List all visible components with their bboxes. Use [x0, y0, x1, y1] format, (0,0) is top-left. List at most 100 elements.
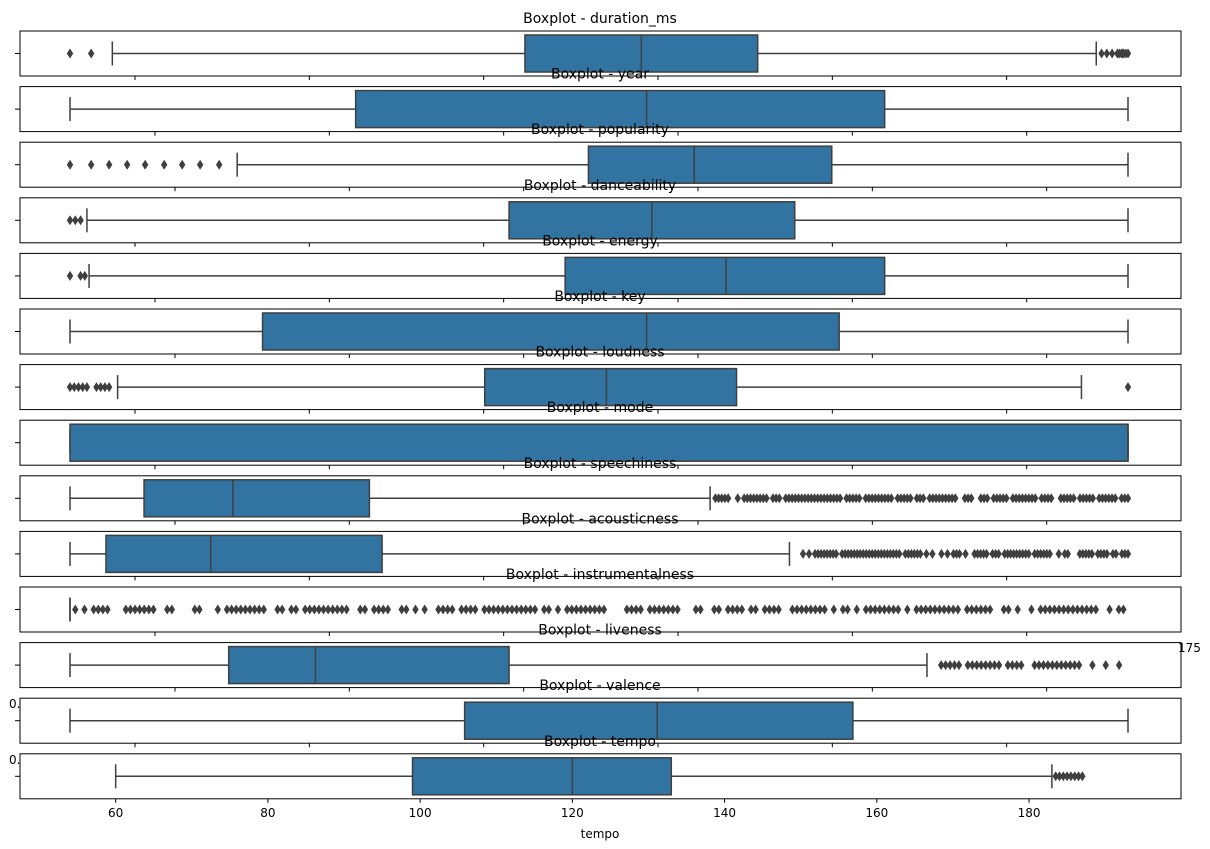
flier-point [734, 493, 741, 504]
flier-point [1071, 660, 1078, 671]
flier-point [844, 604, 851, 615]
flier-point [885, 604, 893, 615]
flier-point [1106, 604, 1113, 615]
flier-point [954, 604, 962, 615]
flier-point [1046, 604, 1054, 615]
flier-point [522, 604, 529, 615]
flier-point [946, 660, 954, 671]
flier-point [991, 660, 998, 671]
flier-point [1075, 771, 1082, 782]
flier-point [596, 604, 603, 615]
panel-title: Boxplot - energy [542, 233, 658, 249]
flier-point [472, 604, 479, 615]
flier-point [1028, 604, 1035, 615]
flier-point [75, 382, 82, 393]
iqr-box [564, 256, 886, 296]
flier-point [141, 159, 149, 170]
flier-point [995, 548, 1002, 559]
flier-point [1052, 771, 1059, 782]
flier-point [805, 548, 813, 559]
flier-point [1046, 548, 1053, 559]
flier-point [513, 604, 520, 615]
flier-point [1098, 48, 1105, 59]
flier-point [334, 604, 341, 615]
flier-point [292, 604, 300, 615]
flier-point [66, 215, 74, 226]
flier-point [1124, 382, 1132, 393]
flier-point [890, 604, 897, 615]
flier-point [1115, 660, 1123, 671]
flier-point [357, 604, 364, 615]
overlap-fragment-0b: 0. [9, 753, 20, 767]
flier-point [370, 604, 378, 615]
panel-title: Boxplot - mode [547, 400, 654, 416]
flier-point [1071, 771, 1078, 782]
flier-point [72, 215, 79, 226]
flier-point [246, 604, 254, 615]
flier-point [955, 660, 963, 671]
flier-point [623, 604, 631, 615]
flier-point [950, 604, 957, 615]
flier-point [178, 159, 186, 170]
flier-point [145, 604, 153, 615]
flier-point [964, 660, 972, 671]
flier-point [136, 604, 143, 615]
flier-point [1040, 660, 1047, 671]
iqr-box [463, 701, 854, 740]
flier-point [485, 604, 493, 615]
flier-point [324, 604, 332, 615]
panel-title: Boxplot - duration_ms [523, 11, 677, 27]
flier-point [81, 604, 88, 615]
panel-1: Boxplot - year [15, 67, 1182, 136]
flier-point [836, 493, 844, 504]
flier-point [531, 604, 539, 615]
flier-point [1078, 604, 1086, 615]
panel-6: Boxplot - loudness [15, 345, 1182, 414]
panel-9: Boxplot - acousticness [15, 511, 1182, 581]
flier-point [99, 604, 107, 615]
flier-point [986, 604, 994, 615]
flier-point [734, 604, 741, 615]
flier-point [306, 604, 313, 615]
iqr-box [261, 312, 840, 351]
flier-point [724, 604, 732, 615]
flier-point [876, 604, 883, 615]
flier-point [435, 604, 442, 615]
flier-point [951, 660, 958, 671]
flier-point [1112, 548, 1120, 559]
flier-point [315, 604, 323, 615]
flier-point [1013, 660, 1020, 671]
flier-point [255, 604, 263, 615]
flier-point [600, 604, 608, 615]
flier-point [1089, 493, 1097, 504]
flier-point [563, 604, 571, 615]
x-tick-label: 60 [108, 806, 123, 820]
flier-point [812, 604, 819, 615]
flier-point [329, 604, 336, 615]
iqr-box [411, 757, 673, 796]
flier-point [288, 604, 295, 615]
flier-point [1067, 771, 1075, 782]
flier-point [984, 493, 991, 504]
flier-point [1018, 660, 1025, 671]
flier-point [1075, 660, 1083, 671]
flier-point [977, 604, 985, 615]
flier-point [586, 604, 594, 615]
flier-point [1004, 660, 1012, 671]
flier-point [251, 604, 258, 615]
flier-point [1058, 660, 1065, 671]
flier-point [87, 159, 95, 170]
flier-point [803, 604, 810, 615]
panel-4: Boxplot - energy [15, 233, 1182, 303]
flier-point [467, 604, 474, 615]
flier-point [554, 604, 562, 615]
flier-point [79, 382, 86, 393]
flier-point [862, 604, 870, 615]
flier-point [1103, 48, 1111, 59]
flier-point [894, 604, 902, 615]
flier-point [196, 159, 204, 170]
panel-title: Boxplot - popularity [531, 122, 669, 138]
flier-point [931, 604, 939, 615]
flier-point [789, 604, 796, 615]
flier-point [1035, 660, 1043, 671]
